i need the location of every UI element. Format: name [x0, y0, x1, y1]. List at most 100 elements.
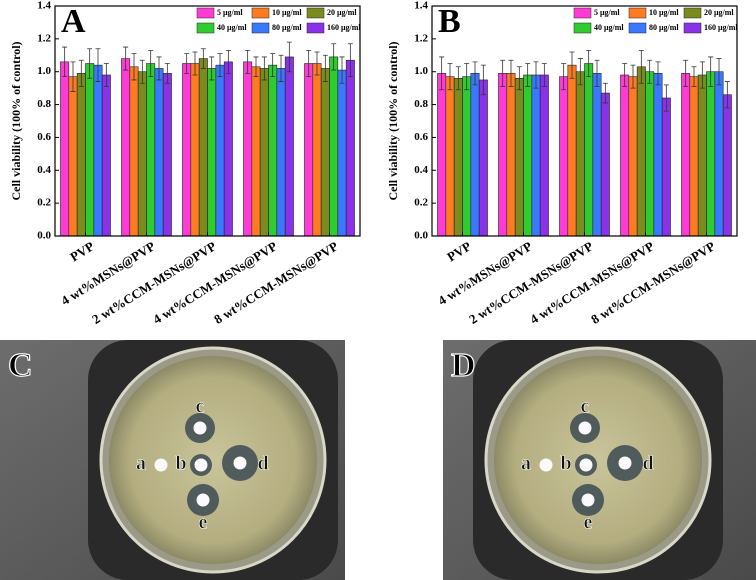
- legend-label: 5 μg/ml: [594, 8, 620, 17]
- bar: [445, 76, 455, 237]
- y-tick-label: 0.2: [414, 197, 428, 209]
- bar: [329, 56, 339, 237]
- panel-letter: C: [8, 347, 33, 384]
- legend-swatch: [251, 7, 270, 19]
- error-bar: [525, 63, 531, 87]
- error-bar: [541, 63, 547, 87]
- y-tick-label: 0.8: [37, 98, 51, 110]
- error-bar: [339, 56, 345, 84]
- bar: [243, 61, 253, 237]
- well-label: d: [257, 453, 268, 475]
- y-tick-label: 0.4: [37, 164, 51, 176]
- bar: [345, 59, 355, 237]
- bar: [276, 68, 286, 237]
- error-bar: [322, 54, 328, 82]
- legend-label: 10 μg/ml: [649, 8, 679, 17]
- disc: [193, 421, 207, 435]
- bar: [76, 73, 86, 237]
- y-tick-label: 0.4: [414, 164, 428, 176]
- legend-swatch: [573, 7, 592, 19]
- legend-label: 160 μg/ml: [327, 23, 361, 32]
- legend-swatch: [251, 22, 270, 34]
- bar: [268, 64, 278, 237]
- bar: [689, 76, 699, 237]
- bar: [462, 76, 472, 237]
- bar: [320, 68, 330, 237]
- legend-swatch: [196, 22, 215, 34]
- legend-label: 20 μg/ml: [704, 8, 734, 17]
- bar: [146, 63, 156, 237]
- error-bar: [192, 51, 198, 76]
- bar: [706, 71, 716, 237]
- y-tick-label: 1.0: [37, 65, 51, 77]
- error-bar: [225, 49, 231, 74]
- bar: [198, 58, 208, 237]
- y-tick-label: 1.4: [37, 0, 51, 12]
- error-bar: [87, 48, 93, 79]
- bar: [93, 64, 103, 237]
- bar: [101, 74, 111, 237]
- error-bar: [217, 53, 223, 78]
- bar: [714, 71, 724, 237]
- disc: [233, 456, 247, 470]
- error-bar: [586, 49, 592, 78]
- bar: [478, 79, 488, 237]
- error-bar: [78, 59, 84, 87]
- y-tick-label: 1.4: [414, 0, 428, 12]
- bar: [661, 97, 671, 237]
- error-bar: [561, 63, 567, 91]
- error-bar: [253, 56, 259, 78]
- error-bar: [148, 49, 154, 78]
- error-bar: [663, 84, 669, 112]
- error-bar: [638, 49, 644, 84]
- well-label: a: [136, 453, 146, 475]
- bar: [312, 63, 322, 237]
- well-label: e: [584, 512, 593, 534]
- error-bar: [261, 56, 267, 81]
- error-bar: [630, 64, 636, 89]
- error-bar: [716, 58, 722, 86]
- bar: [559, 76, 569, 237]
- bar: [523, 74, 533, 237]
- bar: [437, 73, 447, 237]
- bar: [60, 61, 70, 237]
- error-bar: [131, 53, 137, 81]
- error-bar: [480, 64, 486, 96]
- error-bar: [447, 63, 453, 91]
- x-tick-label: PVP: [67, 238, 96, 264]
- y-tick-label: 0.0: [37, 230, 51, 242]
- bar: [531, 74, 541, 237]
- legend-swatch: [196, 7, 215, 19]
- error-bar: [500, 59, 506, 87]
- bar: [284, 56, 294, 237]
- legend-swatch: [683, 7, 702, 19]
- bar: [453, 77, 463, 237]
- legend-label: 5 μg/ml: [217, 8, 243, 17]
- well-label: c: [581, 396, 590, 418]
- error-bar: [95, 48, 101, 82]
- error-bar: [123, 46, 129, 71]
- bar: [251, 66, 261, 237]
- error-bar: [569, 51, 575, 79]
- legend-label: 20 μg/ml: [327, 8, 357, 17]
- legend-label: 10 μg/ml: [272, 8, 302, 17]
- legend-swatch: [306, 22, 325, 34]
- bar: [575, 71, 585, 237]
- error-bar: [164, 63, 170, 84]
- error-bar: [691, 66, 697, 87]
- error-bar: [70, 61, 76, 92]
- bar: [628, 76, 638, 237]
- error-bar: [602, 82, 608, 104]
- bar: [636, 66, 646, 237]
- bar: [85, 63, 95, 237]
- agar: [494, 356, 702, 564]
- error-bar: [331, 43, 337, 71]
- y-tick-label: 1.2: [37, 32, 51, 44]
- error-bar: [245, 49, 251, 74]
- panel-letter: D: [451, 347, 476, 384]
- well-label: e: [199, 512, 208, 534]
- disc: [539, 458, 553, 472]
- disc: [618, 456, 632, 470]
- disc: [579, 458, 593, 472]
- legend-swatch: [628, 7, 647, 19]
